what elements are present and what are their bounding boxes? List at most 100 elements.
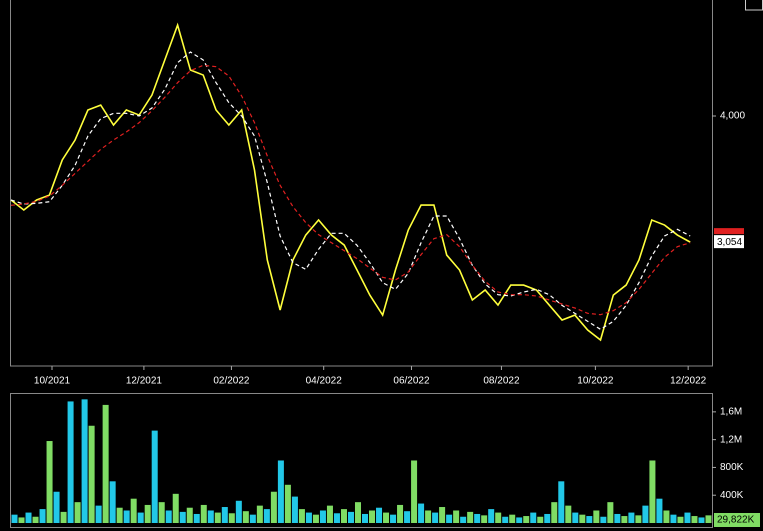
volume-bar xyxy=(677,516,684,523)
volume-bar xyxy=(439,507,446,523)
volume-bar xyxy=(516,517,523,523)
volume-bar xyxy=(333,513,340,523)
volume-bar xyxy=(383,512,390,523)
volume-bar xyxy=(558,481,565,523)
volume-bar xyxy=(305,512,312,523)
volume-bar xyxy=(635,515,642,523)
volume-bar xyxy=(502,516,509,523)
volume-bar xyxy=(446,514,453,523)
volume-bar xyxy=(670,514,677,523)
volume-bar xyxy=(102,404,109,523)
volume-bar xyxy=(221,507,228,523)
volume-label: 29,822K xyxy=(717,515,755,526)
volume-bar xyxy=(523,516,530,523)
volume-bar xyxy=(158,502,165,523)
volume-bar xyxy=(579,514,586,523)
y-tick-label: 800K xyxy=(720,462,744,473)
volume-bar xyxy=(53,491,60,523)
x-tick-label: 04/2022 xyxy=(306,376,343,387)
volume-bar xyxy=(432,512,439,523)
volume-bar xyxy=(369,510,376,523)
volume-bar xyxy=(200,504,207,523)
volume-bar xyxy=(291,496,298,523)
volume-bar xyxy=(11,514,18,523)
volume-bar xyxy=(137,512,144,523)
volume-bar xyxy=(46,441,53,523)
volume-bar xyxy=(474,513,481,523)
volume-bar xyxy=(600,516,607,523)
volume-bar xyxy=(235,500,242,523)
volume-bar xyxy=(18,517,25,523)
volume-bar xyxy=(390,514,397,523)
volume-bar xyxy=(586,516,593,523)
price-line xyxy=(10,51,691,331)
volume-bar xyxy=(109,481,116,523)
volume-bar xyxy=(165,510,172,523)
volume-bar xyxy=(151,430,158,523)
x-tick-label: 02/2022 xyxy=(213,376,250,387)
y-tick-label: 4,000 xyxy=(720,111,745,122)
volume-bar xyxy=(319,510,326,523)
volume-bar xyxy=(698,517,705,523)
volume-bar xyxy=(284,484,291,523)
price-panel xyxy=(10,0,713,367)
volume-panel xyxy=(10,393,713,528)
volume-bar xyxy=(705,515,712,523)
price-line xyxy=(10,22,691,342)
volume-bar xyxy=(207,510,214,523)
volume-bar xyxy=(130,498,137,523)
volume-bar xyxy=(684,512,691,523)
volume-bar xyxy=(495,512,502,523)
volume-bar xyxy=(67,401,74,523)
x-tick-label: 10/2022 xyxy=(577,376,614,387)
x-tick-label: 06/2022 xyxy=(393,376,430,387)
volume-bar xyxy=(649,460,656,523)
volume-bar xyxy=(460,516,467,523)
volume-bar xyxy=(214,512,221,523)
volume-bar xyxy=(25,512,32,523)
price-line xyxy=(10,64,691,316)
volume-bar xyxy=(551,502,558,523)
volume-bar xyxy=(81,399,88,523)
volume-bar xyxy=(298,509,305,523)
volume-bar xyxy=(60,511,67,523)
volume-bar xyxy=(179,511,186,523)
volume-bar xyxy=(95,505,102,523)
volume-bar xyxy=(691,516,698,523)
volume-bar xyxy=(88,425,95,523)
volume-bar xyxy=(593,510,600,523)
volume-bar xyxy=(607,502,614,523)
last-price-flag xyxy=(714,228,744,235)
volume-bar xyxy=(544,513,551,523)
volume-bar xyxy=(656,498,663,523)
volume-bar xyxy=(411,460,418,523)
volume-bar xyxy=(488,509,495,523)
x-tick-label: 12/2022 xyxy=(670,376,707,387)
last-price-box xyxy=(714,235,744,249)
volume-bar xyxy=(572,512,579,523)
volume-bar xyxy=(397,504,404,523)
volume-bar xyxy=(270,491,277,523)
volume-bar xyxy=(123,510,130,523)
volume-bar xyxy=(418,503,425,523)
volume-bar xyxy=(347,511,354,523)
volume-bar xyxy=(565,505,572,523)
volume-bar xyxy=(277,460,284,523)
volume-bar xyxy=(312,514,319,523)
volume-flag xyxy=(714,513,760,527)
volume-bar xyxy=(621,516,628,523)
volume-bar xyxy=(144,504,151,523)
volume-bar xyxy=(481,515,488,523)
volume-bar xyxy=(425,510,432,523)
volume-bar xyxy=(537,516,544,523)
volume-bar xyxy=(376,507,383,523)
volume-bar xyxy=(193,513,200,523)
volume-bar xyxy=(242,511,249,523)
volume-bar xyxy=(530,512,537,523)
volume-bar xyxy=(116,507,123,523)
volume-bar xyxy=(453,510,460,523)
volume-bar xyxy=(32,516,39,523)
